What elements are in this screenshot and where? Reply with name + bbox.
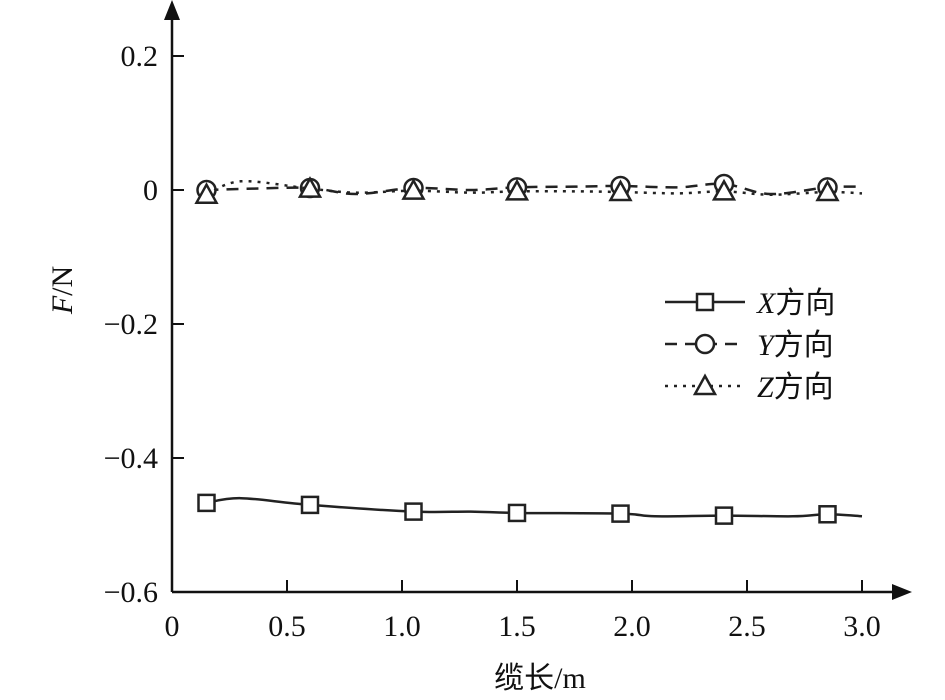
legend-item-x: X方向: [665, 287, 835, 320]
y-tick-label: 0: [143, 174, 158, 207]
y-tick-label: −0.4: [104, 442, 158, 475]
x-tick-label: 3.0: [843, 610, 881, 643]
data-point-x: [818, 505, 837, 524]
data-point-z: [297, 176, 323, 198]
legend-label-axis: Z: [757, 371, 774, 404]
data-point-z: [504, 178, 530, 201]
x-tick-label: 0: [165, 610, 180, 643]
x-tick-label: 0.5: [268, 610, 306, 643]
x-axis-label: 缆长/m: [494, 662, 586, 695]
data-point-x: [197, 493, 216, 513]
y-tick-label: 0.2: [121, 40, 159, 73]
data-point-z: [815, 179, 840, 202]
data-point-x: [507, 503, 527, 523]
x-axis-arrow: [892, 584, 912, 600]
legend-label-direction: 方向: [774, 371, 834, 404]
axis-labels: 缆长/m F/N: [46, 266, 586, 695]
data-point-x: [300, 495, 320, 515]
series-z: [194, 176, 863, 204]
series-layer: [194, 173, 863, 525]
data-point-x: [404, 502, 423, 521]
legend-marker: [694, 333, 716, 355]
legend-label-axis: X: [756, 287, 777, 320]
legend-label: X方向: [756, 287, 835, 320]
y-axis-label-unit: /N: [46, 266, 79, 296]
data-point-z: [401, 178, 426, 200]
legend-label-axis: Y: [757, 329, 777, 362]
legend-label: Y方向: [757, 329, 834, 362]
axes: 0.20−0.2−0.4−0.60 0.5 1.0 1.5 2.0 2.5 3.0: [104, 0, 912, 643]
data-point-x: [714, 506, 734, 525]
data-point-z: [608, 179, 633, 202]
legend-label: Z方向: [757, 371, 834, 404]
x-tick-label: 2.5: [728, 610, 766, 643]
x-tick-label: 2.0: [613, 610, 651, 643]
data-point-z: [711, 178, 737, 201]
series-x: [197, 493, 863, 525]
legend-item-z: Z方向: [665, 371, 834, 404]
legend-label-direction: 方向: [774, 329, 834, 362]
x-tick-label: 1.0: [383, 610, 421, 643]
legend-marker: [695, 292, 715, 312]
y-axis-arrow: [164, 0, 180, 20]
legend-item-y: Y方向: [665, 329, 834, 362]
data-point-x: [611, 504, 630, 523]
x-tick-label: 1.5: [498, 610, 536, 643]
y-tick-label: −0.6: [104, 576, 158, 609]
y-axis-label-symbol: F: [46, 295, 79, 315]
legend-label-direction: 方向: [775, 287, 835, 320]
data-point-z: [194, 182, 219, 204]
y-axis-label: F/N: [46, 266, 79, 315]
legend-marker: [692, 373, 718, 396]
y-tick-label: −0.2: [104, 308, 158, 341]
